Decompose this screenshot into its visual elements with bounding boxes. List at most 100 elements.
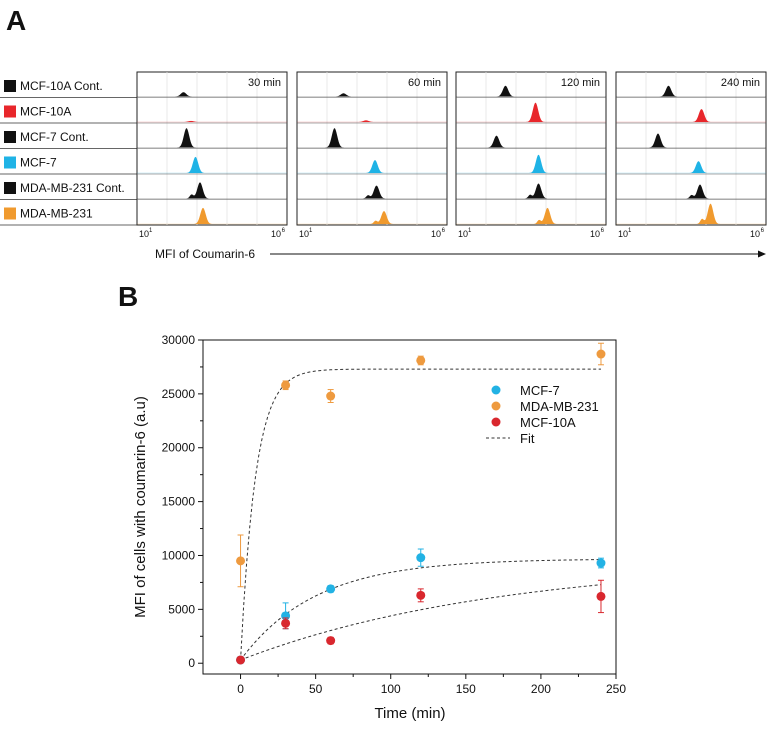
histogram-tick-exponent: 6 <box>601 228 605 234</box>
data-point <box>236 556 246 566</box>
histogram-tick-exponent: 1 <box>468 228 472 234</box>
histogram-tick-label: 10 <box>458 229 468 239</box>
x-tick-label: 250 <box>606 682 626 696</box>
data-point <box>326 636 336 646</box>
histogram-peak <box>360 160 390 173</box>
legend-swatch <box>4 207 16 220</box>
x-tick-label: 200 <box>531 682 551 696</box>
histogram-tick-exponent: 6 <box>761 228 765 234</box>
histogram-tick-exponent: 1 <box>149 228 153 234</box>
histogram-peak <box>180 156 211 173</box>
y-tick-label: 0 <box>188 656 195 670</box>
histogram-tick-label: 10 <box>299 229 309 239</box>
histogram-tick-label: 10 <box>271 229 281 239</box>
data-point <box>281 618 291 628</box>
data-point <box>596 349 606 359</box>
histogram-tick-label: 10 <box>139 229 149 239</box>
legend-label: MCF-10A Cont. <box>20 79 103 93</box>
histogram-tick-label: 10 <box>750 229 760 239</box>
facet-timepoint-label: 120 min <box>561 77 600 89</box>
scatter-panel: 0 50 100 150 200 250 0 5000 10000 15000 20000 25000… <box>132 333 626 722</box>
scatter-x-axis-label: Time (min) <box>374 705 445 722</box>
legend-marker <box>491 401 501 411</box>
y-tick-label: 20000 <box>162 441 196 455</box>
legend-swatch <box>4 182 16 194</box>
y-tick-label: 25000 <box>162 387 196 401</box>
legend-label: MCF-10A <box>520 415 576 430</box>
histogram-peak <box>520 102 551 122</box>
legend-label: MDA-MB-231 Cont. <box>20 181 125 195</box>
histogram-peak <box>490 85 521 97</box>
facet-timepoint-label: 240 min <box>721 77 760 89</box>
data-point <box>416 590 426 600</box>
histogram-peak <box>481 135 512 148</box>
histogram-peak <box>683 161 714 173</box>
x-tick-label: 0 <box>237 682 244 696</box>
histogram-peak <box>171 128 202 148</box>
scatter-points <box>236 342 606 665</box>
x-tick-label: 150 <box>456 682 476 696</box>
legend-label: MDA-MB-231 <box>20 207 93 221</box>
histogram-peak <box>523 183 554 199</box>
histogram-legend: MCF-10A Cont. MCF-10A MCF-7 Cont. MCF-7 MDA-… <box>0 79 137 226</box>
scatter-y-axis-label: MFI of cells with coumarin-6 (a.u) <box>132 396 149 618</box>
legend-label: MCF-10A <box>20 105 71 119</box>
histogram-peak <box>351 120 381 122</box>
histogram-peak <box>685 184 715 199</box>
panel-a-label: A <box>6 5 26 36</box>
data-point <box>416 355 426 365</box>
y-tick-label: 30000 <box>162 333 196 347</box>
histogram-peak <box>653 85 684 97</box>
histogram-tick-label: 10 <box>618 229 628 239</box>
histogram-x-axis-arrowhead <box>758 250 766 258</box>
scatter-fits <box>240 368 602 661</box>
data-point <box>326 584 336 594</box>
legend-label: MCF-7 <box>520 383 560 398</box>
histogram-panel: MCF-10A Cont. MCF-10A MCF-7 Cont. MCF-7 MDA-… <box>0 71 767 261</box>
y-tick-label: 10000 <box>162 548 196 562</box>
facet-timepoint-label: 60 min <box>408 77 441 89</box>
histogram-peak <box>361 185 392 199</box>
histogram-tick-exponent: 1 <box>628 228 632 234</box>
data-point <box>596 558 606 568</box>
fit-curve <box>240 584 602 661</box>
facet-timepoint-label: 30 min <box>248 77 281 89</box>
histogram-peak <box>686 109 717 122</box>
legend-marker <box>491 417 501 427</box>
data-point <box>326 391 336 401</box>
fit-curve <box>240 368 601 661</box>
legend-swatch <box>4 105 16 118</box>
histogram-peak <box>369 211 399 224</box>
y-tick-label: 15000 <box>162 495 196 509</box>
x-tick-label: 50 <box>309 682 323 696</box>
histogram-peak <box>176 120 206 122</box>
scatter-axes: 0 50 100 150 200 250 0 5000 10000 15000 20000 25000… <box>162 333 627 696</box>
histogram-peak <box>695 203 726 224</box>
legend-label: MDA-MB-231 <box>520 399 599 414</box>
legend-label: MCF-7 <box>20 156 57 170</box>
legend-swatch <box>4 80 16 92</box>
histogram-tick-exponent: 1 <box>309 228 313 234</box>
x-tick-label: 100 <box>381 682 401 696</box>
histogram-peak <box>532 207 563 224</box>
legend-label: MCF-7 Cont. <box>20 130 89 144</box>
scatter-plot-frame <box>202 339 617 675</box>
data-point <box>596 591 606 601</box>
y-tick-label: 5000 <box>168 602 195 616</box>
histogram-peak <box>328 93 359 97</box>
data-point <box>281 380 291 390</box>
data-point <box>236 655 246 665</box>
legend-swatch <box>4 131 16 143</box>
histogram-tick-exponent: 6 <box>442 228 446 234</box>
histogram-peak <box>185 182 215 199</box>
histogram-tick-label: 10 <box>590 229 600 239</box>
histogram-peak <box>168 92 199 97</box>
histogram-tick-exponent: 6 <box>282 228 286 234</box>
